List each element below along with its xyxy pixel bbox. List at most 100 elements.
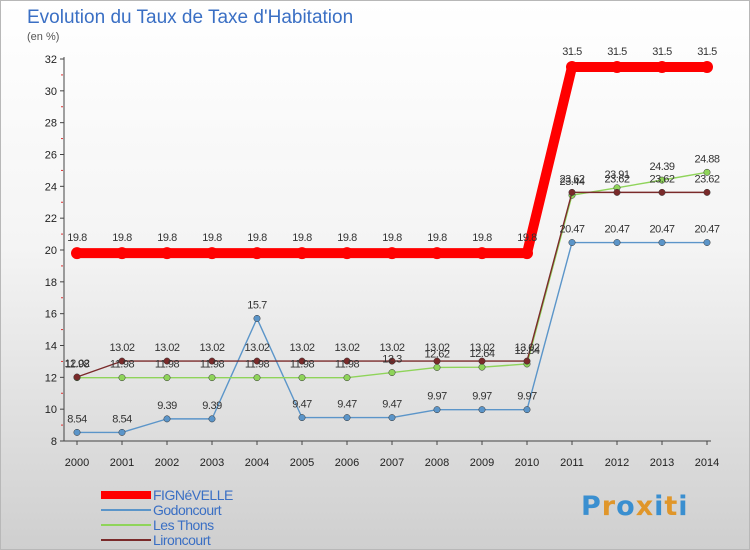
data-label: 11.98 bbox=[335, 359, 360, 371]
data-label: 13.02 bbox=[379, 342, 404, 354]
data-point bbox=[298, 374, 306, 382]
data-point bbox=[658, 239, 666, 246]
data-label: 23.62 bbox=[604, 173, 629, 185]
data-point bbox=[658, 176, 666, 184]
data-point bbox=[71, 247, 83, 260]
data-point bbox=[253, 357, 261, 365]
legend-item: Godoncourt bbox=[101, 502, 233, 518]
data-label: 23.62 bbox=[649, 173, 674, 185]
x-tick-label: 2009 bbox=[470, 457, 494, 469]
legend-label: Les Thons bbox=[153, 516, 214, 533]
legend-item: Les Thons bbox=[101, 516, 233, 533]
y-tick-label: 18 bbox=[45, 277, 57, 289]
y-tick-label: 32 bbox=[45, 54, 57, 66]
data-label: 13.02 bbox=[109, 342, 134, 354]
proxiti-logo: Proxiti bbox=[581, 491, 689, 522]
y-tick-label: 28 bbox=[45, 118, 57, 130]
data-point bbox=[703, 239, 711, 246]
x-tick-label: 2013 bbox=[650, 457, 674, 469]
data-point bbox=[658, 188, 666, 196]
data-label: 11.98 bbox=[110, 359, 135, 371]
data-label: 13.02 bbox=[469, 342, 494, 354]
data-point bbox=[701, 60, 713, 73]
data-point bbox=[116, 247, 128, 260]
data-label: 19.8 bbox=[67, 232, 87, 244]
x-tick-label: 2001 bbox=[110, 457, 134, 469]
data-label: 8.54 bbox=[112, 413, 132, 425]
data-point bbox=[388, 357, 396, 365]
y-tick-label: 16 bbox=[45, 309, 57, 321]
data-label: 9.97 bbox=[472, 391, 492, 403]
data-point bbox=[73, 373, 81, 381]
data-label: 12.02 bbox=[64, 358, 89, 370]
data-point bbox=[478, 357, 486, 365]
data-label: 12.3 bbox=[382, 354, 402, 366]
data-label: 19.8 bbox=[247, 232, 267, 244]
data-point bbox=[433, 357, 441, 365]
x-tick-label: 2004 bbox=[245, 457, 269, 469]
data-label: 19.8 bbox=[337, 232, 357, 244]
data-point bbox=[343, 357, 351, 365]
data-point bbox=[611, 60, 623, 73]
data-label: 11.98 bbox=[65, 359, 90, 371]
data-label: 9.47 bbox=[292, 399, 312, 411]
data-label: 20.47 bbox=[604, 224, 629, 236]
legend-swatch bbox=[101, 538, 151, 541]
data-label: 24.88 bbox=[694, 153, 719, 165]
data-point bbox=[163, 374, 171, 382]
data-point bbox=[118, 428, 126, 436]
data-label: 20.47 bbox=[694, 224, 719, 236]
data-label: 13.02 bbox=[199, 342, 224, 354]
x-tick-label: 2006 bbox=[335, 457, 359, 469]
data-label: 11.98 bbox=[155, 359, 180, 371]
data-label: 23.91 bbox=[604, 169, 629, 181]
data-point bbox=[386, 247, 398, 260]
x-tick-label: 2000 bbox=[65, 457, 89, 469]
logo-letter: i bbox=[678, 491, 689, 522]
data-point bbox=[208, 374, 216, 382]
data-point bbox=[656, 60, 668, 73]
data-point bbox=[433, 406, 441, 414]
chart-subtitle: (en %) bbox=[27, 31, 60, 43]
data-label: 19.8 bbox=[202, 232, 222, 244]
x-tick-label: 2002 bbox=[155, 457, 179, 469]
x-tick-label: 2007 bbox=[380, 457, 404, 469]
data-point bbox=[73, 428, 81, 436]
data-label: 19.8 bbox=[517, 232, 537, 244]
legend-swatch bbox=[101, 508, 151, 511]
chart-title: Evolution du Taux de Taxe d'Habitation bbox=[27, 7, 354, 28]
data-point bbox=[163, 357, 171, 365]
data-label: 31.5 bbox=[652, 46, 672, 58]
x-tick-label: 2014 bbox=[695, 457, 719, 469]
y-tick-label: 10 bbox=[45, 404, 57, 416]
data-label: 13.02 bbox=[244, 342, 269, 354]
data-label: 20.47 bbox=[649, 224, 674, 236]
legend-item: FIGNéVELLE bbox=[101, 487, 233, 503]
data-label: 9.97 bbox=[517, 391, 537, 403]
data-label: 19.8 bbox=[427, 232, 447, 244]
data-point bbox=[478, 363, 486, 371]
data-point bbox=[388, 414, 396, 422]
data-label: 20.47 bbox=[559, 224, 584, 236]
data-label: 15.7 bbox=[247, 299, 267, 311]
legend-swatch bbox=[101, 523, 151, 526]
data-point bbox=[523, 406, 531, 414]
data-label: 12.62 bbox=[424, 348, 449, 360]
data-point bbox=[523, 357, 531, 365]
data-label: 11.98 bbox=[200, 359, 225, 371]
data-point bbox=[476, 247, 488, 260]
data-label: 9.47 bbox=[382, 399, 402, 411]
data-label: 11.98 bbox=[290, 359, 315, 371]
data-label: 12.84 bbox=[514, 345, 539, 357]
data-point bbox=[521, 247, 533, 260]
data-point bbox=[253, 374, 261, 382]
data-point bbox=[298, 357, 306, 365]
data-label: 13.02 bbox=[514, 342, 539, 354]
data-point bbox=[568, 188, 576, 196]
data-point bbox=[161, 247, 173, 260]
data-point bbox=[568, 239, 576, 246]
data-point bbox=[343, 414, 351, 422]
legend: FIGNéVELLE Godoncourt Les Thons Lironcou… bbox=[101, 487, 233, 548]
data-point bbox=[208, 415, 216, 423]
